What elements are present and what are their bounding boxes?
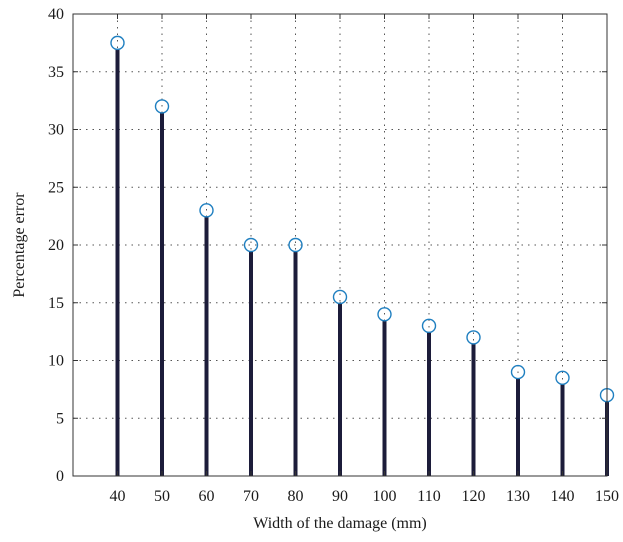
x-axis-ticks: 40 50 60 70 80 90 100 110 120 130 140 150	[110, 14, 619, 505]
y-tick-label: 35	[48, 64, 64, 81]
y-tick-label: 20	[48, 237, 64, 254]
y-axis-title: Percentage error	[11, 192, 28, 298]
stem-marker	[243, 237, 259, 253]
y-tick-label: 10	[48, 353, 64, 370]
stem-point	[110, 35, 125, 476]
stem-point	[154, 99, 170, 476]
x-tick-label: 100	[373, 488, 397, 505]
x-tick-label: 140	[551, 488, 575, 505]
x-tick-label: 90	[332, 488, 348, 505]
stem-marker	[421, 318, 437, 334]
stem-marker	[199, 203, 214, 218]
y-tick-label: 15	[48, 295, 64, 312]
x-tick-label: 60	[199, 488, 215, 505]
x-tick-label: 130	[506, 488, 530, 505]
stem-point	[199, 203, 214, 476]
stem-marker	[555, 370, 570, 386]
y-tick-label: 30	[48, 122, 64, 139]
stem-marker	[466, 330, 481, 345]
stem-point	[243, 237, 259, 476]
stem-point	[555, 370, 570, 476]
x-axis-title: Width of the damage (mm)	[253, 515, 427, 532]
x-tick-label: 110	[417, 488, 440, 505]
y-tick-label: 0	[56, 468, 64, 485]
stem-marker	[154, 99, 170, 114]
stem-marker	[377, 307, 392, 322]
x-tick-label: 40	[110, 488, 126, 505]
y-tick-label: 40	[48, 6, 64, 23]
x-tick-label: 70	[243, 488, 259, 505]
stem-point	[377, 307, 392, 476]
x-tick-label: 80	[288, 488, 304, 505]
y-tick-label: 25	[48, 179, 64, 196]
stem-point	[288, 237, 303, 476]
x-tick-label: 120	[462, 488, 486, 505]
x-tick-label: 150	[595, 488, 619, 505]
stem-series	[110, 35, 615, 476]
stem-point	[421, 318, 437, 476]
stem-point	[510, 364, 526, 476]
x-tick-label: 50	[154, 488, 170, 505]
stem-marker	[510, 364, 526, 380]
stem-point	[332, 289, 348, 476]
stem-marker	[332, 289, 348, 305]
y-axis-ticks: 0 5 10 15 20 25 30 35 40	[48, 6, 607, 485]
stem-point	[466, 330, 481, 476]
stem-marker	[110, 35, 125, 51]
y-tick-label: 5	[56, 410, 64, 427]
stem-marker	[288, 237, 303, 253]
